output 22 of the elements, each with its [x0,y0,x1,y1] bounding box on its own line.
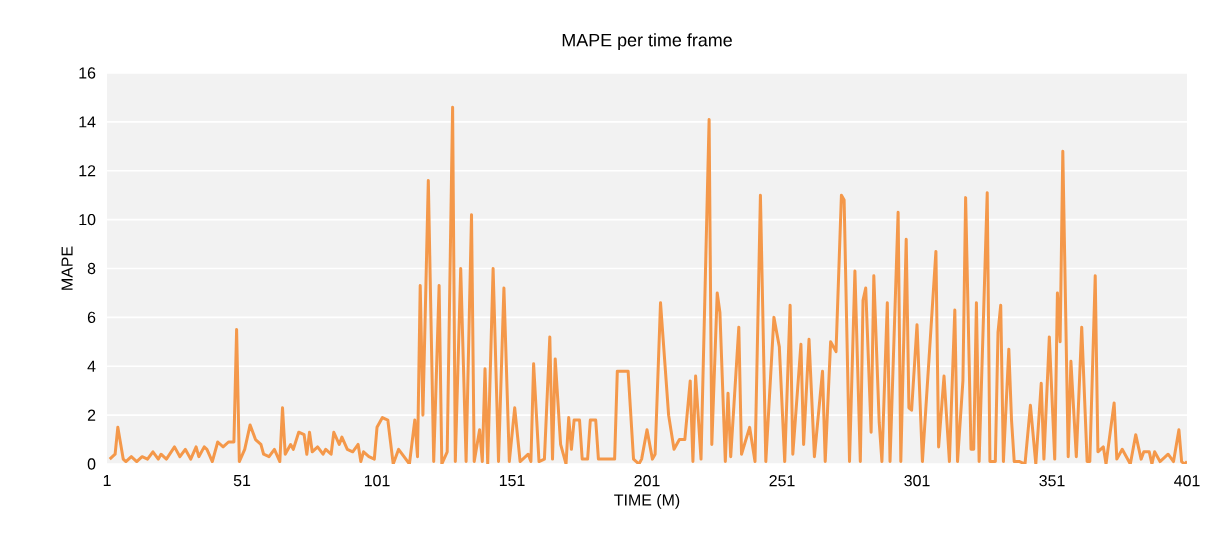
y-tick-label: 0 [87,458,96,470]
x-tick-label: 351 [1039,475,1065,487]
y-axis-title: MAPE [61,246,73,290]
y-tick-label: 16 [79,67,96,79]
y-tick-label: 4 [87,360,96,372]
x-tick-label: 1 [103,475,111,487]
x-axis-title: TIME (M) [614,493,680,509]
y-tick-label: 8 [87,262,96,275]
x-tick-label: 51 [233,475,251,487]
x-tick-label: 201 [634,475,660,487]
y-tick-label: 2 [87,409,96,421]
y-tick-label: 14 [79,116,96,128]
y-tick-label: 6 [87,311,96,324]
y-tick-label: 12 [79,165,96,177]
y-tick-label: 10 [79,213,96,226]
x-tick-label: 251 [769,475,795,487]
x-tick-label: 301 [904,475,930,487]
x-tick-label: 401 [1174,475,1200,487]
x-tick-label: 101 [364,475,390,487]
x-tick-label: 151 [499,475,525,487]
line-series [108,105,1188,464]
chart-title: MAPE per time frame [562,33,732,50]
